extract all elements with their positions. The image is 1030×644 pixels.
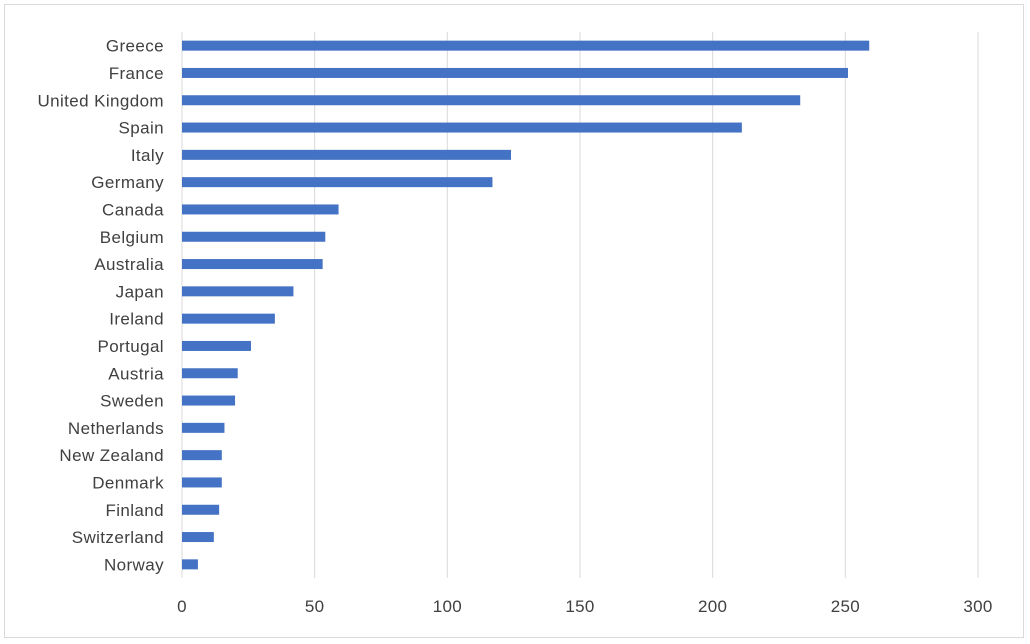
x-tick-label: 250: [831, 597, 860, 616]
category-label: Ireland: [109, 310, 164, 329]
chart-frame: [4, 4, 1024, 638]
bar: [182, 149, 512, 160]
bar: [182, 532, 214, 543]
category-label: United Kingdom: [37, 91, 164, 110]
bar: [182, 477, 222, 488]
bar: [182, 259, 323, 270]
x-tick-label: 100: [433, 597, 462, 616]
category-label: Canada: [102, 200, 164, 219]
category-label: Greece: [106, 37, 164, 56]
bar: [182, 504, 220, 515]
category-label: France: [109, 64, 164, 83]
category-labels: Greece France United Kingdom Spain Italy Germ…: [37, 37, 164, 575]
x-tick-label: 300: [963, 597, 992, 616]
gridlines: [181, 32, 979, 578]
bar: [182, 122, 742, 133]
bar: [182, 450, 222, 461]
bar: [182, 40, 870, 51]
category-label: Norway: [104, 555, 164, 574]
bar: [182, 286, 294, 297]
category-label: Switzerland: [72, 528, 164, 547]
bar: [182, 340, 251, 351]
category-label: Italy: [131, 146, 164, 165]
category-label: Japan: [116, 282, 164, 301]
x-tick-label: 0: [177, 597, 187, 616]
category-label: Austria: [108, 364, 164, 383]
category-label: Belgium: [100, 228, 164, 247]
bar: [182, 95, 801, 106]
bar: [182, 231, 326, 242]
category-label: Denmark: [92, 473, 164, 492]
x-tick-label: 200: [698, 597, 727, 616]
category-label: Spain: [119, 119, 164, 138]
x-tick-label: 50: [305, 597, 325, 616]
bar: [182, 422, 225, 433]
bar: [182, 177, 493, 188]
category-label: New Zealand: [59, 446, 164, 465]
bar: [182, 395, 236, 406]
bar: [182, 368, 238, 379]
x-axis-tick-labels: 0 50 100 150 200 250 300: [177, 597, 992, 616]
category-label: Germany: [91, 173, 164, 192]
bars: [182, 40, 870, 570]
category-label: Netherlands: [68, 419, 164, 438]
category-label: Sweden: [100, 392, 164, 411]
category-label: Portugal: [97, 337, 164, 356]
bar: [182, 67, 848, 78]
category-label: Finland: [105, 501, 164, 520]
category-label: Australia: [94, 255, 164, 274]
bar: [182, 559, 198, 570]
bar: [182, 313, 275, 324]
x-tick-label: 150: [565, 597, 594, 616]
bar: [182, 204, 339, 215]
